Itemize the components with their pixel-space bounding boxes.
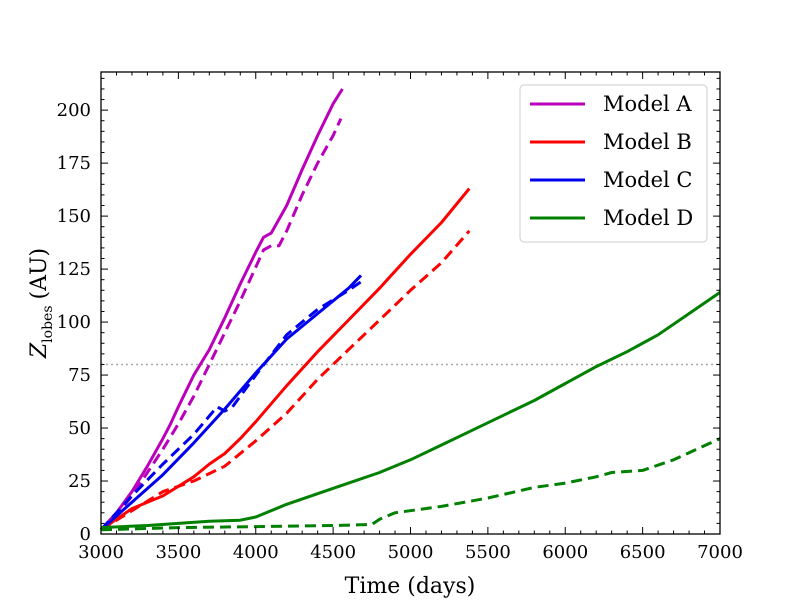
x-tick-label: 4000: [233, 542, 279, 563]
x-tick-label: 6500: [620, 542, 666, 563]
legend: Model A Model B Model C Model D: [519, 84, 708, 243]
plot-area: [99, 88, 721, 532]
y-axis-label: Zlobes (AU): [27, 248, 56, 359]
y-tick-label: 150: [57, 206, 91, 227]
x-tick-label: 4500: [310, 542, 356, 563]
x-axis-label: Time (days): [345, 574, 476, 599]
x-tick-label: 3000: [78, 542, 124, 563]
y-tick-label: 100: [57, 312, 91, 333]
x-tick-label: 5000: [388, 542, 434, 563]
x-tick-label: 7000: [697, 542, 743, 563]
series-line-1: [99, 117, 343, 531]
y-axis-label-unit: (AU): [27, 248, 52, 300]
y-tick-label: 175: [57, 153, 91, 174]
legend-label: Model D: [603, 206, 693, 230]
y-tick-label: 50: [68, 418, 91, 439]
series-line-5: [99, 280, 362, 531]
y-tick-label: 0: [80, 524, 91, 545]
legend-label: Model A: [603, 92, 692, 116]
plot-frame: [100, 71, 721, 535]
series-line-2: [100, 187, 471, 532]
legend-label: Model C: [603, 168, 692, 192]
axis-tick-labels: 3000 3500 4000 4500 5000 5500 6000 6500 7000 0 25 5…: [57, 100, 743, 563]
x-tick-label: 5500: [465, 542, 511, 563]
legend-frame: [519, 84, 708, 243]
series-line-3: [100, 229, 471, 532]
series-line-7: [100, 437, 721, 532]
y-tick-label: 200: [57, 100, 91, 121]
series-line-6: [100, 291, 721, 530]
y-tick-label: 75: [68, 365, 91, 386]
y-tick-label: 125: [57, 259, 91, 280]
y-tick-label: 25: [68, 471, 91, 492]
y-axis-label-symbol: Z: [27, 342, 52, 359]
x-tick-label: 6000: [542, 542, 588, 563]
series-line-0: [99, 88, 344, 531]
series-line-4: [100, 274, 363, 531]
x-tick-label: 3500: [155, 542, 201, 563]
legend-label: Model B: [603, 130, 692, 154]
y-axis-label-subscript: lobes: [40, 305, 56, 342]
